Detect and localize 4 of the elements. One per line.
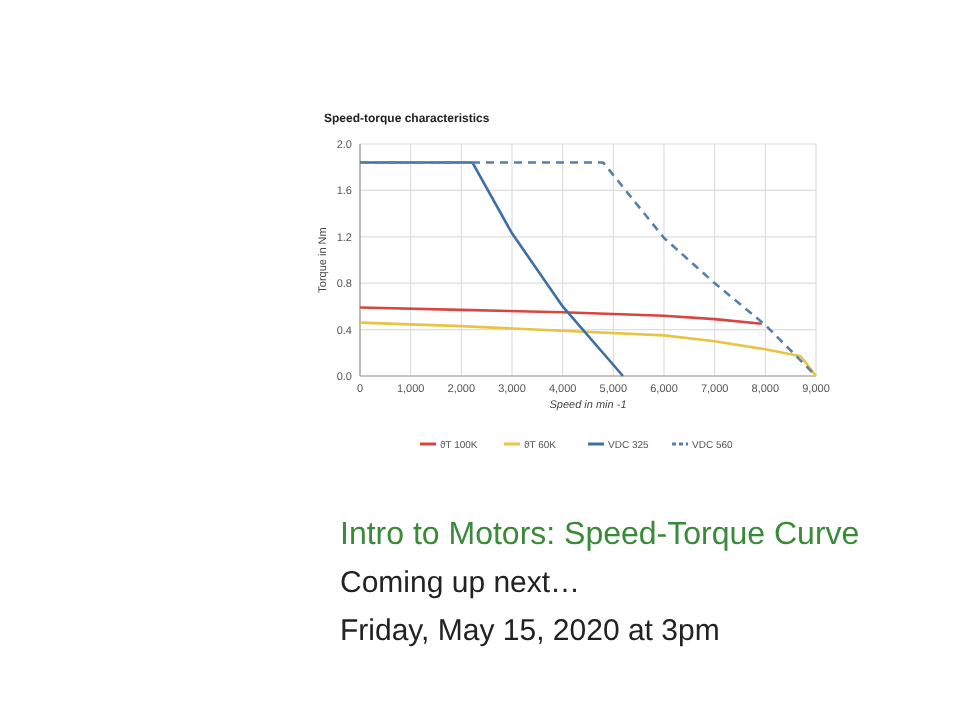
text: Friday, May 15, 2020 at 3pm	[340, 614, 720, 648]
line-series	[358, 306, 764, 326]
text: Intro to Motors: Speed-Torque Curve	[340, 518, 860, 552]
text: Coming up next…	[340, 566, 581, 600]
